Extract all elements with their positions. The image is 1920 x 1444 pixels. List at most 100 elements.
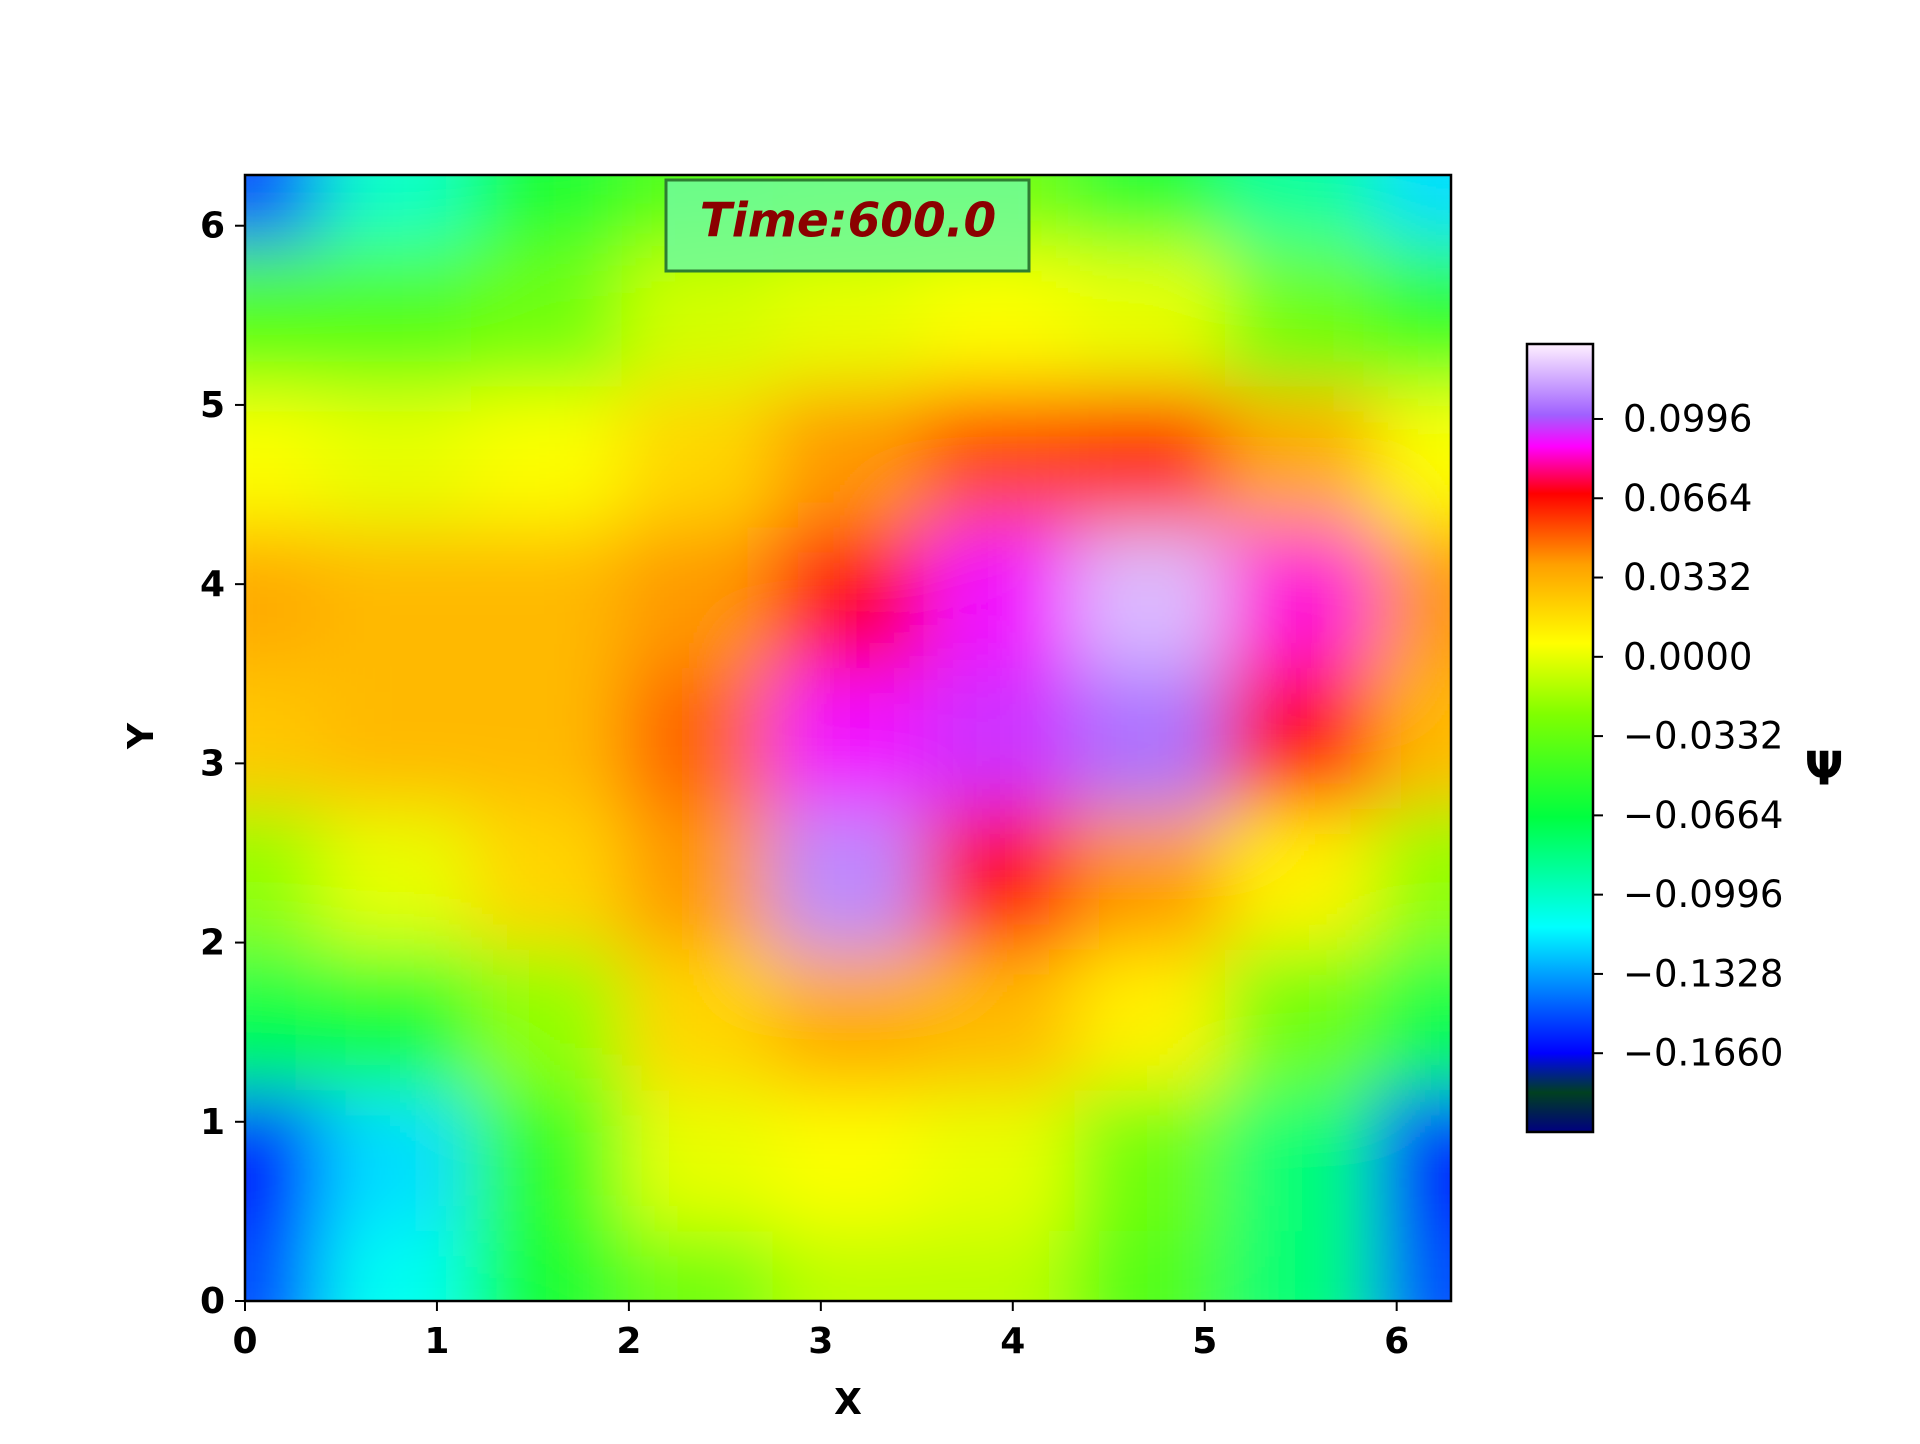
field-cell xyxy=(772,667,924,809)
field-cell xyxy=(245,1089,321,1232)
field-cell xyxy=(471,386,623,528)
field-cell xyxy=(772,949,924,1091)
field-cell xyxy=(923,949,1075,1091)
colorbar-tick-label: 0.0996 xyxy=(1623,397,1752,440)
colorbar-tick-label: −0.1660 xyxy=(1623,1032,1783,1075)
annotation-box xyxy=(664,178,1031,273)
y-tick-label: 3 xyxy=(200,743,225,784)
x-tick-label: 3 xyxy=(808,1321,833,1362)
field-cell xyxy=(1224,526,1377,669)
y-tick-label: 5 xyxy=(200,385,225,426)
field-cell xyxy=(1375,175,1451,246)
colorbar xyxy=(1525,342,1595,1134)
field-cell xyxy=(923,386,1075,528)
field-cell xyxy=(1074,667,1226,809)
field-cell xyxy=(471,667,623,809)
x-tick-label: 2 xyxy=(616,1321,641,1362)
field-cell xyxy=(320,386,472,528)
field-cell xyxy=(1074,1089,1226,1232)
field-cell xyxy=(471,949,623,1091)
field-cell xyxy=(471,245,623,387)
colorbar-tick-label: 0.0664 xyxy=(1623,477,1752,520)
plot-frame xyxy=(243,173,1453,1303)
field-cell xyxy=(245,526,321,669)
field-cell xyxy=(621,808,774,950)
field-cell xyxy=(1074,526,1226,669)
field-cell xyxy=(1375,667,1451,809)
field-cell xyxy=(923,808,1075,950)
field-cell xyxy=(1375,1089,1451,1232)
colorbar-tick-label: −0.1328 xyxy=(1623,952,1783,995)
field-cell xyxy=(1224,245,1377,387)
field-cell xyxy=(1375,1230,1451,1301)
field-cell xyxy=(1224,808,1377,950)
colorbar-tick-label: 0.0000 xyxy=(1623,635,1752,678)
field-cell xyxy=(1224,1230,1377,1301)
y-axis-label: Y xyxy=(121,722,162,750)
field-cell xyxy=(1375,245,1451,387)
field-cell xyxy=(320,667,472,809)
field-cell xyxy=(245,667,321,809)
field-cell xyxy=(471,526,623,669)
field-cell xyxy=(621,526,774,669)
field-cell xyxy=(1074,245,1226,387)
field-cell xyxy=(621,1089,774,1232)
field-cell xyxy=(471,1089,623,1232)
field-cell xyxy=(1074,1230,1226,1301)
colorbar-tick-label: −0.0664 xyxy=(1623,794,1783,837)
field-cell xyxy=(1074,175,1226,246)
field-cell xyxy=(1224,667,1377,809)
field-cell xyxy=(1074,386,1226,528)
field-cell xyxy=(923,1230,1075,1301)
field-cell xyxy=(320,526,472,669)
field-cell xyxy=(245,1230,321,1301)
field-cell xyxy=(320,1089,472,1232)
x-axis-label: X xyxy=(834,1382,862,1423)
field-cell xyxy=(772,526,924,669)
field-cell xyxy=(1375,808,1451,950)
field-cell xyxy=(772,1089,924,1232)
field-cell xyxy=(1375,386,1451,528)
axes: 0 1 2 3 4 5 6 0 1 2 3 4 5 6 −0.1660 −0.1328 −0.0996 −0.06… xyxy=(200,206,1784,1362)
x-tick-label: 5 xyxy=(1192,1321,1217,1362)
field-cell xyxy=(772,1230,924,1301)
field-cell xyxy=(621,386,774,528)
x-tick-label: 4 xyxy=(1000,1321,1025,1362)
field-cell xyxy=(621,667,774,809)
field-cell xyxy=(471,1230,623,1301)
x-tick-label: 6 xyxy=(1384,1321,1409,1362)
field-cell xyxy=(772,808,924,950)
field-cell xyxy=(471,808,623,950)
field-cell xyxy=(245,175,321,246)
colorbar-tick-label: −0.0996 xyxy=(1623,873,1783,916)
y-tick-label: 4 xyxy=(200,564,225,605)
field-cell xyxy=(471,175,623,246)
colorbar-label: Ψ xyxy=(1804,742,1843,796)
field-cell xyxy=(1224,949,1377,1091)
field-cell xyxy=(245,386,321,528)
field-cell xyxy=(923,526,1075,669)
field-cell xyxy=(923,667,1075,809)
field-cell xyxy=(320,175,472,246)
colorbar-tick-label: 0.0332 xyxy=(1623,556,1752,599)
x-tick-label: 0 xyxy=(232,1321,257,1362)
y-tick-label: 2 xyxy=(200,923,225,964)
field-cell xyxy=(621,1230,774,1301)
field-cell xyxy=(1375,526,1451,669)
field-cell xyxy=(245,949,321,1091)
field xyxy=(245,175,1451,1301)
field-cell xyxy=(1375,949,1451,1091)
field-clip xyxy=(245,175,1451,1301)
field-cell xyxy=(245,245,321,387)
field-cell xyxy=(772,386,924,528)
y-tick-label: 6 xyxy=(200,206,225,247)
x-tick-label: 1 xyxy=(424,1321,449,1362)
field-cell xyxy=(1224,386,1377,528)
field-cell xyxy=(1074,808,1226,950)
field-cell xyxy=(621,949,774,1091)
field-cell xyxy=(923,1089,1075,1232)
field-cell xyxy=(1224,1089,1377,1232)
annotation: Time:600.0 xyxy=(700,194,996,249)
field-cell xyxy=(1224,175,1377,246)
